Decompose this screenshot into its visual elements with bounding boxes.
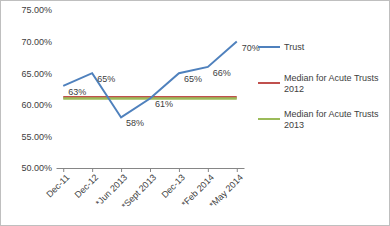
x-tick-label: Dec-11 [44, 172, 71, 199]
y-tick: 65.00% [21, 69, 56, 79]
legend-item: Median for Acute Trusts2013 [258, 109, 379, 130]
data-label: 66% [213, 68, 231, 78]
x-tick: Dec-11 [44, 168, 71, 200]
lines [63, 42, 237, 118]
legend-label: Trust [284, 42, 305, 52]
legend-swatch [258, 46, 280, 48]
legend-swatch [258, 82, 280, 84]
x-tick-mark [63, 168, 64, 172]
legend-item: Median for Acute Trusts2012 [258, 73, 379, 94]
legend-label: Median for Acute Trusts2012 [284, 73, 379, 94]
legend: Trust Median for Acute Trusts2012 Median f… [258, 42, 379, 130]
x-tick-label: Dec-13 [159, 172, 187, 200]
y-axis: 50.00% 55.00% 60.00% 65.00% 70.00% 75.00% [21, 5, 56, 173]
y-axis-line [56, 11, 57, 169]
x-tick: *May 2014 [207, 168, 244, 210]
y-tick-label: 55.00% [21, 132, 52, 142]
y-tick: 70.00% [21, 37, 56, 47]
legend-swatch [258, 118, 280, 120]
x-tick: Dec-12 [73, 168, 101, 200]
y-tick: 55.00% [21, 132, 56, 142]
x-tick-label: *Sept 2013 [120, 172, 159, 211]
x-axis: Dec-11Dec-12*Jun 2013*Sept 2013Dec-13*Fe… [44, 168, 245, 211]
x-tick-mark [150, 168, 151, 172]
data-label: 70% [242, 43, 260, 53]
x-tick-mark [237, 168, 238, 172]
x-tick-mark [121, 168, 122, 172]
x-tick-mark [92, 168, 93, 172]
data-label: 63% [68, 87, 86, 97]
y-tick-label: 50.00% [21, 163, 52, 173]
y-tick: 75.00% [21, 5, 56, 15]
legend-item: Trust [258, 42, 305, 52]
y-tick: 50.00% [21, 163, 56, 173]
data-label: 65% [184, 74, 202, 84]
legend-label: Median for Acute Trusts2013 [284, 109, 379, 130]
y-tick-label: 65.00% [21, 69, 52, 79]
data-label: 58% [126, 118, 144, 128]
x-tick-mark [179, 168, 180, 172]
y-tick-label: 70.00% [21, 37, 52, 47]
y-tick-label: 60.00% [21, 100, 52, 110]
data-label: 61% [155, 99, 173, 109]
chart: 50.00% 55.00% 60.00% 65.00% 70.00% 75.00% Dec-… [0, 0, 390, 226]
x-tick-label: *May 2014 [207, 172, 244, 209]
x-tick-mark [208, 168, 209, 172]
x-tick: Dec-13 [159, 168, 187, 200]
y-tick-label: 75.00% [21, 5, 52, 15]
plot: 50.00% 55.00% 60.00% 65.00% 70.00% 75.00% Dec-… [21, 5, 259, 211]
data-label: 65% [97, 74, 115, 84]
data-labels: 63% 65% 58% 61% 65% 66% 70% [68, 43, 260, 129]
x-tick: *Sept 2013 [120, 168, 159, 211]
y-tick: 60.00% [21, 100, 56, 110]
x-tick-label: Dec-12 [73, 172, 101, 200]
series-line [63, 42, 237, 118]
chart-border [1, 1, 390, 226]
